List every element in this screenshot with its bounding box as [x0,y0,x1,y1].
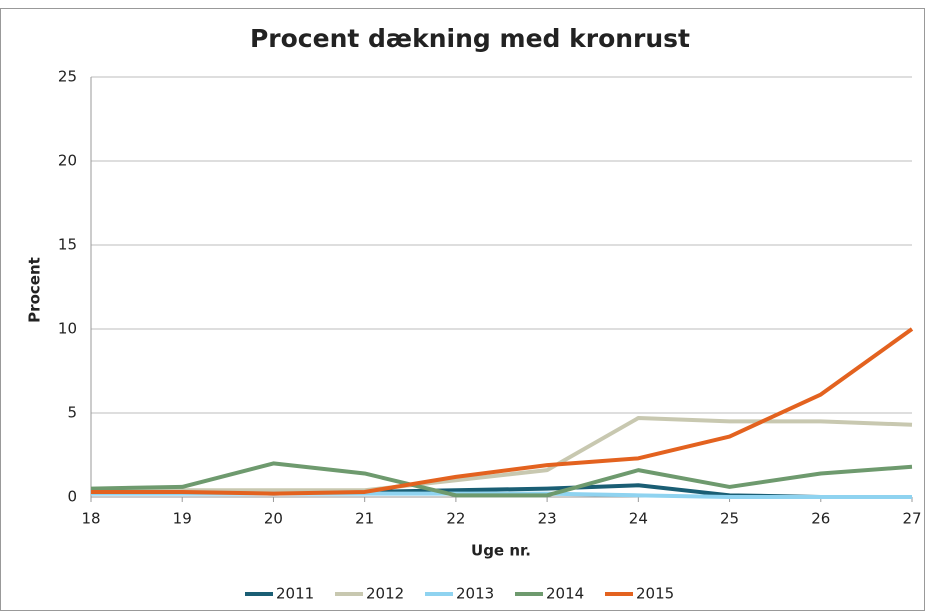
x-tick-label: 19 [173,510,192,528]
x-tick-label: 25 [720,510,739,528]
legend-label: 2011 [276,585,314,603]
x-tick-label: 18 [81,510,100,528]
series-line [91,416,913,493]
y-tick-label: 20 [58,152,77,170]
series-line [90,461,913,498]
y-tick-label: 15 [58,236,77,254]
x-tick-label: 27 [902,510,921,528]
y-tick-label: 25 [58,68,77,86]
x-tick-label: 21 [355,510,374,528]
x-axis-label: Uge nr. [471,542,531,560]
x-tick-label: 20 [264,510,283,528]
y-axis-label: Procent [26,257,44,323]
x-tick-label: 23 [538,510,557,528]
chart-title: Procent dækning med kronrust [250,24,690,53]
series-line [91,327,914,496]
y-tick-label: 10 [58,320,77,338]
legend-label: 2015 [636,585,674,603]
x-tick-label: 26 [811,510,830,528]
legend-label: 2014 [546,585,584,603]
y-tick-label: 0 [67,488,77,506]
y-tick-label: 5 [67,404,77,422]
x-tick-label: 22 [446,510,465,528]
legend-label: 2013 [456,585,494,603]
legend-label: 2012 [366,585,404,603]
chart-frame [0,8,925,611]
x-tick-label: 24 [629,510,648,528]
